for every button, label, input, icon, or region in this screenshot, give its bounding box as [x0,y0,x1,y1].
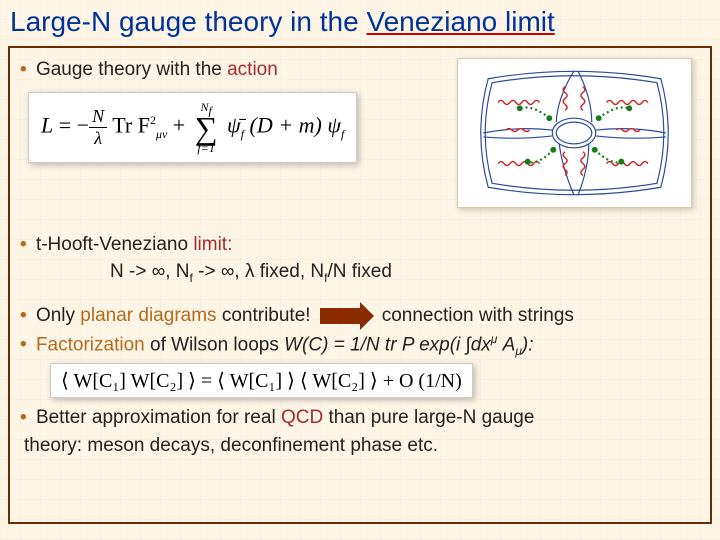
feynman-diagram [457,58,692,208]
bullet-5: • Better approximation for real QCD than… [20,406,700,430]
arrow-icon [320,308,362,324]
bullet-2: • t-Hooft-Veneziano limit: [20,233,700,257]
title-prefix: Large-N gauge theory in the [10,6,366,37]
bullet-icon: • [20,59,31,80]
formula-action: L = −Nλ Tr F2μν + Nf∑f=1 ψ̄f (D + m) ψf [28,92,357,163]
b5-red: QCD [281,407,323,428]
title-underlined: Veneziano limit [366,6,554,37]
b5-pre: Better approximation for real [36,407,281,428]
bullet-5-line2: theory: meson decays, deconfinement phas… [20,434,700,458]
formula-factorization: ⟨ W[C₁] W[C₂] ⟩ = ⟨ W[C₁] ⟩ ⟨ W[C₂] ⟩ + … [50,363,473,398]
b3-mid: contribute! [222,305,311,326]
bullet-icon: • [20,234,31,255]
b2-text: t-Hooft-Veneziano [36,234,193,255]
bullet-3: • Only planar diagrams contribute! conne… [20,304,700,328]
bullet-icon: • [20,407,31,428]
b3-pre: Only [36,305,80,326]
b3-after: connection with strings [382,305,574,326]
content-box: • Gauge theory with the action L = −Nλ T… [8,46,712,524]
bullet-icon: • [20,334,31,355]
limit-line: N -> ∞, Nf -> ∞, λ fixed, Nf/N fixed [20,260,700,286]
f2-text: ⟨ W[C₁] W[C₂] ⟩ = ⟨ W[C₁] ⟩ ⟨ W[C₂] ⟩ + … [61,370,462,392]
b1-red: action [227,59,278,80]
b4-pre: Factorization [36,334,145,355]
b1-text: Gauge theory with the [36,59,227,80]
b4-mid: of Wilson loops [145,334,284,355]
b4-formula: W(C) = 1/N tr P exp(i ∫dx [284,334,491,355]
b3-orange: planar diagrams [80,305,222,326]
bullet-icon: • [20,305,31,326]
bullet-4: • Factorization of Wilson loops W(C) = 1… [20,332,700,359]
page-title: Large-N gauge theory in the Veneziano li… [0,0,720,42]
b5-mid: than pure large-N gauge [323,407,534,428]
b2-red: limit: [193,234,232,255]
b5-line2: theory: meson decays, deconfinement phas… [24,435,438,456]
